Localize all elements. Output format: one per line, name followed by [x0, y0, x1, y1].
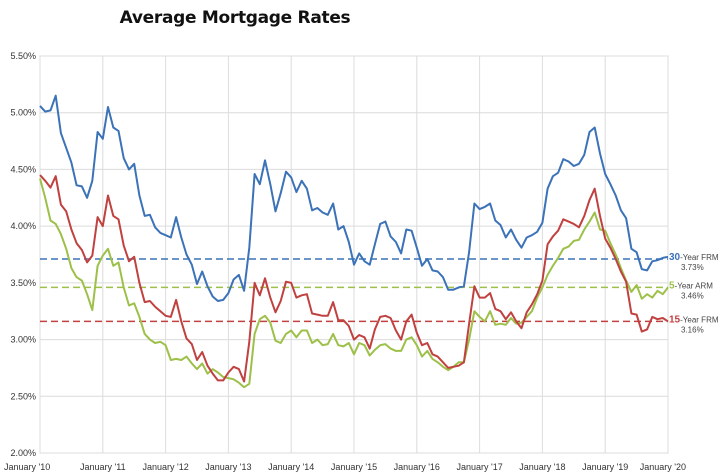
x-tick-label: January '17	[456, 462, 502, 472]
x-tick-label: January '10	[4, 462, 50, 472]
x-tick-label: January '19	[582, 462, 628, 472]
15-year-frm-label-prefix: 15	[669, 314, 681, 325]
x-tick-label: January '18	[519, 462, 565, 472]
5-year-arm-label-prefix: 5	[669, 280, 675, 291]
30-year-frm-line	[39, 94, 669, 302]
x-tick-label: January '20	[640, 462, 686, 472]
x-tick-label: January '15	[331, 462, 377, 472]
x-tick-label: January '13	[205, 462, 251, 472]
y-tick-label: 5.50%	[10, 51, 36, 61]
gridlines	[39, 55, 669, 454]
30-year-frm-label-suffix: -Year FRM	[680, 253, 719, 262]
30-year-frm-latest-value: 3.73%	[681, 263, 704, 272]
y-tick-label: 2.50%	[10, 391, 36, 401]
x-tick-label: January '14	[268, 462, 314, 472]
5-year-arm-label-suffix: -Year ARM	[675, 281, 714, 290]
15-year-frm-line	[39, 174, 669, 383]
15-year-frm-end-label: 15-Year FRM	[669, 314, 719, 325]
5-year-arm-end-label: 5-Year ARM	[669, 280, 713, 291]
y-tick-label: 4.50%	[10, 164, 36, 174]
30-year-frm-label-prefix: 30	[669, 252, 681, 263]
y-tick-label: 2.00%	[10, 448, 36, 458]
y-tick-label: 3.50%	[10, 278, 36, 288]
reference-lines	[40, 258, 668, 323]
chart-title: Average Mortgage Rates	[119, 8, 351, 28]
x-axis-ticks: January '10 January '11 January '12 January…	[4, 462, 686, 472]
y-tick-label: 5.00%	[10, 108, 36, 118]
x-tick-label: January '11	[80, 462, 126, 472]
y-tick-label: 4.00%	[10, 221, 36, 231]
5-year-arm-line	[39, 178, 669, 389]
x-tick-label: January '12	[142, 462, 188, 472]
y-tick-label: 3.00%	[10, 335, 36, 345]
5-year-arm-latest-value: 3.46%	[681, 291, 704, 300]
30-year-frm-end-label: 30-Year FRM	[669, 252, 719, 263]
15-year-frm-latest-value: 3.16%	[681, 325, 704, 334]
15-year-frm-label-suffix: -Year FRM	[680, 315, 719, 324]
series-lines	[39, 94, 669, 389]
x-tick-label: January '16	[394, 462, 440, 472]
y-axis-ticks: 2.00% 2.50% 3.00% 3.50% 4.00% 4.50% 5.00% 5.50%	[10, 51, 36, 458]
